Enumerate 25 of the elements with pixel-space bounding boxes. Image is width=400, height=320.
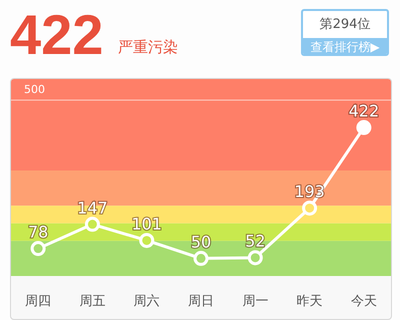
data-label: 422 [348, 102, 380, 121]
text: 第294位 [318, 16, 372, 34]
ref-line-label: 500 [24, 83, 45, 96]
x-tick-label: 昨天 [296, 294, 323, 310]
data-label: 50 [190, 232, 212, 252]
point [84, 216, 100, 232]
point [30, 241, 46, 256]
x-tick-label: 今天 [350, 294, 377, 310]
x-tick-label: 周四 [25, 294, 52, 310]
data-label: 52 [245, 232, 266, 251]
data-label: 147 [77, 198, 108, 218]
data-label: 78 [28, 222, 48, 242]
point [302, 200, 318, 216]
x-tick-label: 周六 [134, 294, 160, 310]
point [356, 120, 372, 136]
x-tick-label: 周一 [242, 294, 268, 310]
x-tick-label: 周日 [188, 294, 214, 310]
x-tick-label: 周五 [79, 294, 106, 310]
point [248, 250, 263, 266]
point [194, 250, 208, 266]
data-label: 101 [131, 214, 162, 234]
point [139, 232, 154, 248]
chart-subtitle: 严重污染 [118, 38, 178, 57]
chart-title: 422 [10, 3, 104, 66]
text: 查看排行榜▶ [303, 38, 387, 56]
